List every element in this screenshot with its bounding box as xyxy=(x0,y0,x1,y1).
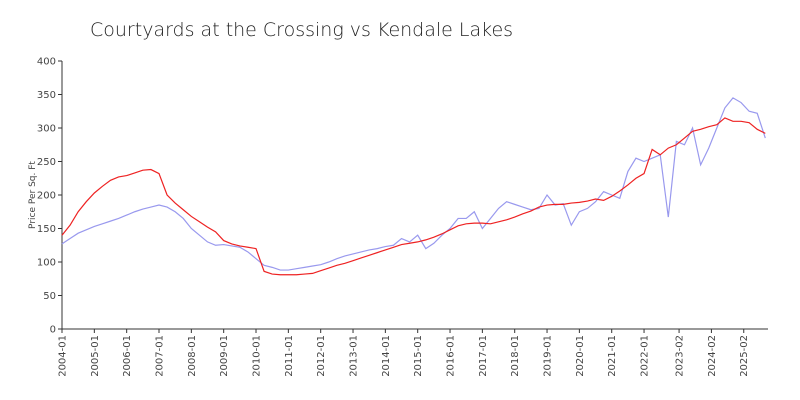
chart-title: Courtyards at the Crossing vs Kendale La… xyxy=(90,19,513,41)
x-tick-label: 2013-01 xyxy=(349,335,360,377)
x-tick-label: 2025-02 xyxy=(739,335,750,377)
x-tick-label: 2014-01 xyxy=(381,335,392,377)
y-tick-label: 350 xyxy=(37,90,56,101)
x-tick-label: 2017-01 xyxy=(478,335,489,377)
x-tick-label: 2022-01 xyxy=(640,335,651,377)
x-tick-label: 2009-01 xyxy=(219,335,230,377)
y-tick-label: 200 xyxy=(37,191,56,202)
y-tick-label: 300 xyxy=(37,124,56,135)
x-tick-label: 2008-01 xyxy=(187,335,198,377)
y-tick-label: 250 xyxy=(37,157,56,168)
x-tick-label: 2015-01 xyxy=(413,335,424,377)
x-tick-label: 2006-01 xyxy=(122,335,133,377)
line-series xyxy=(61,97,766,271)
line-series xyxy=(61,117,766,276)
x-tick-label: 2023-02 xyxy=(675,335,686,377)
x-tick-label: 2024-02 xyxy=(707,335,718,377)
x-tick-label: 2012-01 xyxy=(316,335,327,377)
x-tick-label: 2007-01 xyxy=(155,335,166,377)
x-tick-label: 2018-01 xyxy=(510,335,521,377)
x-tick-label: 2011-01 xyxy=(284,335,295,377)
y-tick-label: 150 xyxy=(37,224,56,235)
y-tick-label: 50 xyxy=(43,291,56,302)
x-tick-label: 2016-01 xyxy=(446,335,457,377)
x-tick-label: 2020-01 xyxy=(575,335,586,377)
y-axis-label: Price Per Sq. Ft xyxy=(28,161,38,229)
x-tick-label: 2019-01 xyxy=(543,335,554,377)
x-tick-label: 2010-01 xyxy=(252,335,263,377)
x-tick-label: 2004-01 xyxy=(58,335,69,377)
y-tick-label: 100 xyxy=(37,258,56,269)
x-tick-label: 2021-01 xyxy=(607,335,618,377)
x-tick-label: 2005-01 xyxy=(90,335,101,377)
y-tick-label: 400 xyxy=(37,57,56,68)
y-tick-label: 0 xyxy=(50,325,56,336)
